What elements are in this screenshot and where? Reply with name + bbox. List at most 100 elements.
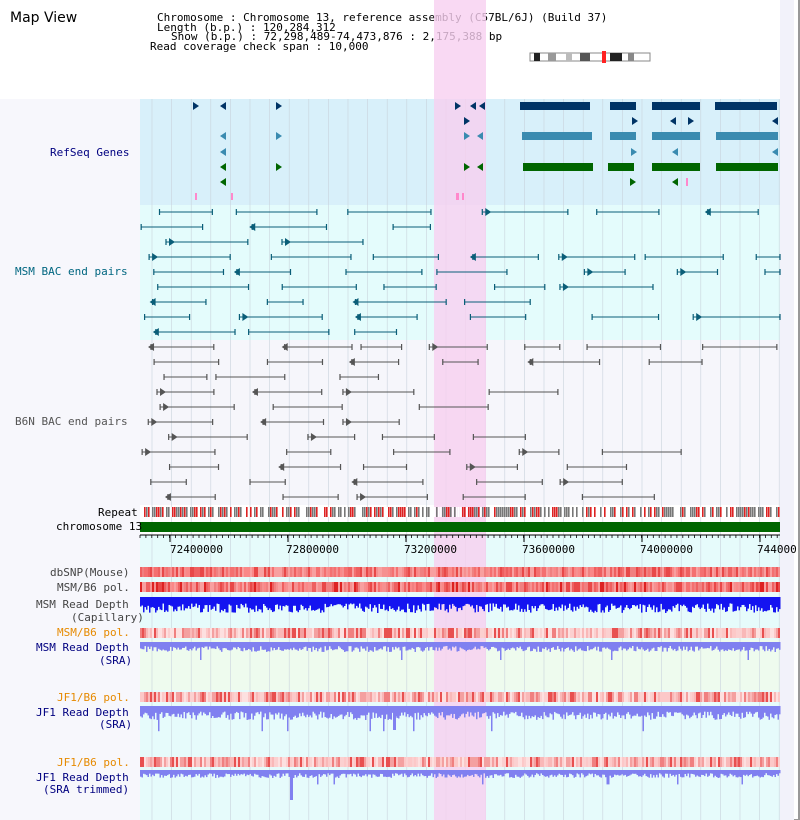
repeat-mark [456, 507, 458, 517]
msm-b6-pol-strip [764, 582, 766, 592]
msm-b6-pol-2-strip [218, 628, 220, 638]
jf1-depth-trim-bar [413, 770, 415, 777]
jf1-depth-sra-bar [356, 706, 358, 720]
jf1-b6-pol-strip [456, 692, 458, 702]
jf1-depth-trim-bar [764, 770, 766, 776]
repeat-mark [170, 507, 172, 517]
msm-depth-sra-bar [585, 642, 587, 652]
jf1-b6-pol-2-strip [628, 757, 630, 767]
jf1-depth-trim-bar [465, 770, 467, 777]
msm-b6-pol-strip [758, 582, 760, 592]
msm-b6-pol-2-strip [512, 628, 514, 638]
msm-depth-sra-bar [485, 642, 487, 648]
msm-depth-capillary-bar [399, 597, 401, 612]
jf1-b6-pol-2-strip [272, 757, 274, 767]
dbsnp-strip [686, 567, 688, 577]
jf1-depth-sra-bar [675, 706, 677, 713]
repeat-mark [710, 507, 712, 517]
jf1-depth-trim-bar [350, 770, 352, 774]
msm-b6-pol-strip [332, 582, 334, 592]
dbsnp-strip [778, 567, 780, 577]
msm-b6-pol-strip [344, 582, 346, 592]
msm-depth-sra-bar [270, 642, 272, 648]
msm-depth-sra-bar [297, 642, 299, 651]
jf1-b6-pol-strip [344, 692, 346, 702]
msm-b6-pol-2-strip [592, 628, 594, 638]
msm-b6-pol-2-strip [428, 628, 430, 638]
msm-b6-pol-strip [434, 582, 436, 592]
repeat-mark [240, 507, 242, 517]
repeat-mark [322, 507, 324, 517]
jf1-depth-trim-bar [234, 770, 236, 774]
dbsnp-strip [350, 567, 352, 577]
jf1-depth-sra-bar [549, 706, 551, 714]
jf1-b6-pol-strip [590, 692, 592, 702]
jf1-depth-sra-bar [639, 706, 641, 717]
jf1-b6-pol-strip [658, 692, 660, 702]
msm-b6-pol-2-strip [692, 628, 694, 638]
msm-b6-pol-2-strip [424, 628, 426, 638]
msm-b6-pol-strip [530, 582, 532, 592]
msm-b6-pol-strip [174, 582, 176, 592]
msm-b6-pol-strip [718, 582, 720, 592]
jf1-depth-sra-bar [686, 706, 688, 715]
msm-depth-sra-bar [348, 642, 350, 647]
jf1-b6-pol-strip [674, 692, 676, 702]
msm-depth-capillary-bar [146, 597, 148, 610]
jf1-b6-pol-strip [552, 692, 554, 702]
msm-depth-capillary-bar [518, 597, 520, 606]
msm-depth-capillary-bar [600, 597, 602, 613]
msm-b6-pol-2-strip [188, 628, 190, 638]
msm-b6-pol-strip [768, 582, 770, 592]
msm-depth-sra-bar [605, 642, 607, 649]
msm-depth-sra-bar [536, 642, 538, 652]
dbsnp-strip [502, 567, 504, 577]
msm-depth-capillary-bar [690, 597, 692, 613]
msm-depth-sra-bar [746, 642, 748, 651]
jf1-depth-sra-bar [228, 706, 230, 720]
repeat-mark [750, 507, 752, 517]
gene-arrow [696, 313, 703, 321]
msm-depth-sra-bar [414, 642, 416, 652]
jf1-b6-pol-2-strip [598, 757, 600, 767]
jf1-b6-pol-strip [492, 692, 494, 702]
msm-depth-capillary-bar [572, 597, 574, 612]
repeat-mark [766, 507, 768, 517]
msm-b6-pol-2-strip [204, 628, 206, 638]
jf1-depth-sra-bar [684, 706, 686, 720]
msm-b6-pol-strip [724, 582, 726, 592]
repeat-mark [658, 507, 660, 517]
jf1-depth-sra-bar [170, 706, 172, 717]
msm-b6-pol-strip [540, 582, 542, 592]
msm-b6-pol-strip [206, 582, 208, 592]
msm-depth-capillary-bar [144, 597, 146, 608]
jf1-b6-pol-strip [398, 692, 400, 702]
jf1-depth-trim-bar [149, 770, 151, 774]
msm-b6-pol-2-strip [670, 628, 672, 638]
msm-b6-pol-2-strip [738, 628, 740, 638]
dbsnp-strip [150, 567, 152, 577]
msm-depth-sra-bar [363, 642, 365, 649]
msm-b6-pol-strip [664, 582, 666, 592]
msm-depth-capillary-bar [708, 597, 710, 609]
msm-depth-sra-bar [231, 642, 233, 650]
msm-b6-pol-2-strip [698, 628, 700, 638]
jf1-b6-pol-2-strip [608, 757, 610, 767]
jf1-b6-pol-2-strip [680, 757, 682, 767]
jf1-b6-pol-2-strip [530, 757, 532, 767]
jf1-depth-sra-bar [398, 706, 400, 719]
msm-depth-sra-bar [446, 642, 448, 647]
jf1-b6-pol-2-strip [236, 757, 238, 767]
dbsnp-strip [374, 567, 376, 577]
msm-depth-capillary-bar [176, 597, 178, 612]
repeat-mark [504, 507, 506, 517]
msm-depth-capillary-bar [420, 597, 422, 612]
msm-b6-pol-2-strip [628, 628, 630, 638]
jf1-b6-pol-2-strip [660, 757, 662, 767]
dbsnp-strip [368, 567, 370, 577]
dbsnp-strip [398, 567, 400, 577]
msm-depth-sra-bar [552, 642, 554, 648]
jf1-depth-trim-bar [515, 770, 517, 775]
msm-b6-pol-2-strip [742, 628, 744, 638]
